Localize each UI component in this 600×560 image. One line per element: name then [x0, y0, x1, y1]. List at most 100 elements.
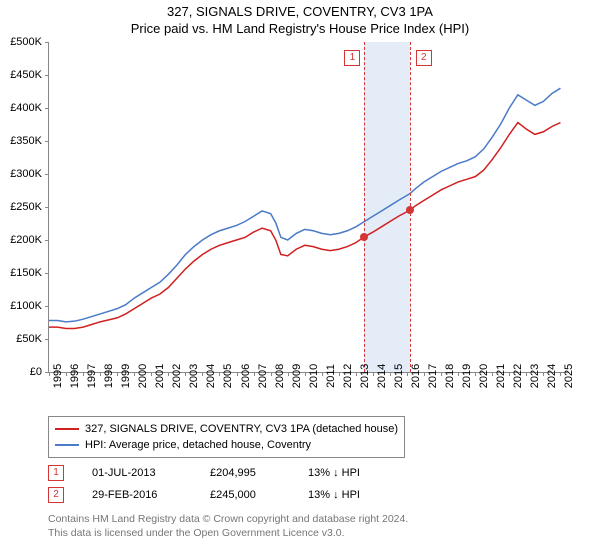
ytick-label: £450K: [10, 69, 42, 81]
series-line-hpi: [49, 88, 560, 322]
footer-line: Contains HM Land Registry data © Crown c…: [48, 512, 408, 526]
xtick-mark: [373, 372, 374, 376]
footer-line: This data is licensed under the Open Gov…: [48, 526, 408, 540]
transaction-marker-icon: 1: [48, 465, 64, 481]
xtick-mark: [134, 372, 135, 376]
plot-region: 12: [48, 42, 569, 373]
xtick-mark: [185, 372, 186, 376]
xtick-label: 2002: [171, 364, 183, 388]
xtick-label: 2003: [188, 364, 200, 388]
xtick-label: 2014: [376, 364, 388, 388]
xtick-label: 2007: [257, 364, 269, 388]
ytick-label: £400K: [10, 102, 42, 114]
xtick-mark: [492, 372, 493, 376]
xtick-label: 1998: [103, 364, 115, 388]
xtick-label: 2018: [444, 364, 456, 388]
ytick-label: £50K: [16, 333, 42, 345]
xtick-mark: [83, 372, 84, 376]
ytick-label: £350K: [10, 135, 42, 147]
ytick-mark: [45, 108, 49, 109]
xtick-label: 1999: [120, 364, 132, 388]
xtick-mark: [237, 372, 238, 376]
xtick-mark: [475, 372, 476, 376]
legend-label-hpi: HPI: Average price, detached house, Cove…: [85, 437, 311, 453]
xtick-mark: [305, 372, 306, 376]
xtick-label: 2023: [529, 364, 541, 388]
xtick-label: 2025: [563, 364, 575, 388]
xtick-label: 2006: [240, 364, 252, 388]
xtick-label: 2021: [495, 364, 507, 388]
xtick-mark: [509, 372, 510, 376]
ytick-mark: [45, 141, 49, 142]
ytick-label: £300K: [10, 168, 42, 180]
xtick-label: 2016: [410, 364, 422, 388]
xtick-label: 1997: [86, 364, 98, 388]
ytick-mark: [45, 174, 49, 175]
ytick-label: £0: [30, 366, 42, 378]
legend-swatch-hpi: [55, 444, 79, 446]
transaction-marker-icon: 2: [48, 487, 64, 503]
xtick-label: 2019: [461, 364, 473, 388]
xtick-label: 2022: [512, 364, 524, 388]
sale-point-icon: [360, 233, 368, 241]
chart-container: 327, SIGNALS DRIVE, COVENTRY, CV3 1PA Pr…: [0, 0, 600, 560]
marker-line: [364, 42, 365, 372]
marker-box: 1: [344, 50, 360, 66]
legend-swatch-subject: [55, 428, 79, 430]
xtick-mark: [117, 372, 118, 376]
xtick-mark: [66, 372, 67, 376]
legend-row-hpi: HPI: Average price, detached house, Cove…: [55, 437, 398, 453]
line-svg: [49, 42, 569, 372]
xtick-mark: [390, 372, 391, 376]
xtick-mark: [219, 372, 220, 376]
transaction-date: 01-JUL-2013: [92, 467, 182, 479]
xtick-mark: [151, 372, 152, 376]
ytick-mark: [45, 240, 49, 241]
series-line-subject: [49, 123, 560, 329]
ytick-mark: [45, 273, 49, 274]
xtick-mark: [560, 372, 561, 376]
xtick-mark: [543, 372, 544, 376]
transaction-row: 1 01-JUL-2013 £204,995 13% ↓ HPI: [48, 462, 398, 484]
xtick-label: 2011: [325, 364, 337, 388]
xtick-label: 2017: [427, 364, 439, 388]
transaction-delta: 13% ↓ HPI: [308, 467, 398, 479]
titles: 327, SIGNALS DRIVE, COVENTRY, CV3 1PA Pr…: [0, 0, 600, 36]
xtick-mark: [339, 372, 340, 376]
xtick-label: 1996: [69, 364, 81, 388]
marker-box: 2: [416, 50, 432, 66]
transaction-delta: 13% ↓ HPI: [308, 489, 398, 501]
sale-point-icon: [406, 206, 414, 214]
chart-area: 12 £0£50K£100K£150K£200K£250K£300K£350K£…: [48, 42, 568, 372]
xtick-label: 2001: [154, 364, 166, 388]
xtick-mark: [424, 372, 425, 376]
xtick-label: 2015: [393, 364, 405, 388]
xtick-label: 1995: [52, 364, 64, 388]
ytick-label: £200K: [10, 234, 42, 246]
transaction-date: 29-FEB-2016: [92, 489, 182, 501]
xtick-label: 2013: [359, 364, 371, 388]
ytick-mark: [45, 207, 49, 208]
ytick-mark: [45, 306, 49, 307]
transaction-row: 2 29-FEB-2016 £245,000 13% ↓ HPI: [48, 484, 398, 506]
legend-row-subject: 327, SIGNALS DRIVE, COVENTRY, CV3 1PA (d…: [55, 421, 398, 437]
xtick-label: 2000: [137, 364, 149, 388]
xtick-mark: [288, 372, 289, 376]
xtick-mark: [407, 372, 408, 376]
xtick-mark: [202, 372, 203, 376]
title-main: 327, SIGNALS DRIVE, COVENTRY, CV3 1PA: [0, 4, 600, 19]
ytick-mark: [45, 75, 49, 76]
xtick-mark: [356, 372, 357, 376]
transaction-price: £204,995: [210, 467, 280, 479]
xtick-mark: [49, 372, 50, 376]
xtick-label: 2024: [546, 364, 558, 388]
xtick-mark: [458, 372, 459, 376]
ytick-mark: [45, 42, 49, 43]
xtick-mark: [168, 372, 169, 376]
title-sub: Price paid vs. HM Land Registry's House …: [0, 21, 600, 36]
footer: Contains HM Land Registry data © Crown c…: [48, 512, 408, 540]
ytick-label: £150K: [10, 267, 42, 279]
ytick-label: £500K: [10, 36, 42, 48]
xtick-mark: [322, 372, 323, 376]
xtick-label: 2020: [478, 364, 490, 388]
